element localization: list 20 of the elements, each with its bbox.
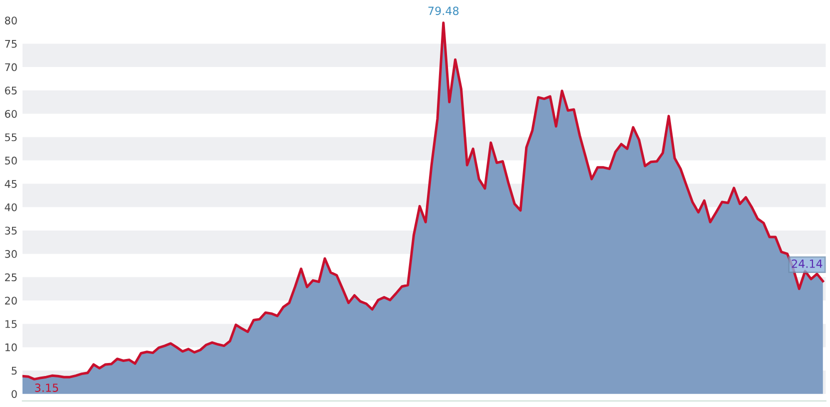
y-tick-label: 45 xyxy=(4,180,17,188)
y-tick-label: 80 xyxy=(5,16,17,24)
data-label: 79.48 xyxy=(428,6,459,16)
data-label: 3.15 xyxy=(35,384,58,392)
y-tick-label: 30 xyxy=(5,250,17,258)
data-label: 24.14 xyxy=(792,260,822,268)
y-tick-label: 10 xyxy=(5,343,17,352)
y-tick-label: 65 xyxy=(5,86,17,94)
y-tick-label: 5 xyxy=(12,366,17,375)
y-tick-label: 35 xyxy=(5,226,17,235)
y-tick-label: 40 xyxy=(4,203,17,212)
y-tick-label: 50 xyxy=(5,156,17,165)
y-tick-label: 75 xyxy=(5,40,17,48)
y-tick-label: 25 xyxy=(5,273,17,282)
y-tick-label: 55 xyxy=(5,133,17,142)
y-tick-label: 70 xyxy=(5,63,17,72)
y-tick-label: 0 xyxy=(12,390,17,398)
y-tick-label: 60 xyxy=(5,110,17,118)
y-tick-label: 15 xyxy=(5,320,17,328)
y-tick-label: 20 xyxy=(5,296,17,305)
